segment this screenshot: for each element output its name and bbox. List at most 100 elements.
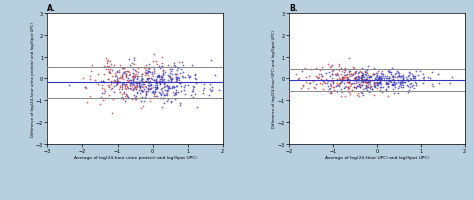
Point xyxy=(351,79,358,82)
Point xyxy=(409,85,416,88)
Point xyxy=(363,86,371,90)
Point xyxy=(136,97,144,100)
Point xyxy=(178,85,185,88)
Point xyxy=(309,80,317,83)
Point xyxy=(156,82,164,85)
Point xyxy=(376,81,383,84)
Point xyxy=(331,73,339,76)
Point xyxy=(142,72,150,75)
Point xyxy=(382,75,389,78)
Point xyxy=(392,72,400,75)
Point xyxy=(171,86,178,89)
Point xyxy=(181,89,188,92)
Point xyxy=(350,86,358,89)
Point xyxy=(136,92,143,95)
Point xyxy=(345,86,352,89)
Point xyxy=(86,76,93,79)
Point xyxy=(128,76,136,79)
Point xyxy=(151,88,158,91)
Point xyxy=(122,75,130,78)
Point xyxy=(166,68,173,71)
Point xyxy=(364,72,371,76)
Point xyxy=(324,80,332,83)
Point xyxy=(159,66,166,69)
Point xyxy=(367,85,375,88)
Point xyxy=(385,82,392,85)
Point xyxy=(359,93,366,97)
Point xyxy=(129,88,137,91)
Point xyxy=(113,82,121,86)
Point xyxy=(127,87,134,90)
Point xyxy=(393,70,401,73)
Point xyxy=(101,90,109,93)
Point xyxy=(358,72,366,75)
Point xyxy=(357,75,365,78)
Point xyxy=(131,98,139,101)
Point xyxy=(139,90,147,93)
Point xyxy=(365,91,372,94)
Point xyxy=(352,77,359,80)
Point xyxy=(167,66,174,69)
Point xyxy=(351,71,359,75)
Point xyxy=(408,82,415,86)
Point xyxy=(376,86,384,89)
Point xyxy=(346,82,353,85)
Point xyxy=(361,71,369,74)
Point xyxy=(164,98,172,101)
Point xyxy=(347,83,355,86)
Point xyxy=(389,83,396,86)
Point xyxy=(343,81,351,84)
Point xyxy=(355,72,362,75)
Point xyxy=(424,76,432,80)
Point xyxy=(201,83,208,86)
Point xyxy=(154,75,161,78)
Point xyxy=(173,79,181,82)
Point xyxy=(168,78,176,82)
Point xyxy=(184,83,191,87)
Point xyxy=(161,81,169,84)
Point xyxy=(346,81,353,84)
Point xyxy=(328,64,336,67)
Point xyxy=(400,77,407,81)
Point xyxy=(178,68,185,71)
Point xyxy=(346,85,354,88)
Point xyxy=(342,95,349,99)
Point xyxy=(357,86,365,90)
Point xyxy=(124,95,132,99)
Point xyxy=(165,81,173,84)
Point xyxy=(144,77,151,80)
Point xyxy=(199,92,207,95)
Point xyxy=(138,90,146,93)
Point xyxy=(318,83,326,86)
Point xyxy=(103,57,110,60)
Point xyxy=(375,76,383,79)
Point xyxy=(188,64,196,68)
Point xyxy=(359,78,366,81)
Point xyxy=(172,76,180,79)
Point xyxy=(329,80,337,84)
Point xyxy=(361,73,369,76)
Point xyxy=(159,70,167,73)
Point xyxy=(326,66,333,69)
Point xyxy=(411,77,419,80)
Point xyxy=(118,76,126,79)
Point xyxy=(372,73,380,76)
Point xyxy=(352,87,359,90)
Point xyxy=(172,93,180,96)
Point xyxy=(98,87,106,91)
Point xyxy=(116,71,123,74)
Point xyxy=(129,76,137,79)
Point xyxy=(127,64,134,67)
Point xyxy=(344,88,352,91)
Point xyxy=(113,70,121,73)
Point xyxy=(358,92,366,96)
Point xyxy=(136,87,144,90)
Point xyxy=(121,85,129,88)
Point xyxy=(133,78,140,81)
Point xyxy=(173,66,181,69)
Point xyxy=(379,77,386,80)
Point xyxy=(215,89,223,92)
Point xyxy=(116,81,123,84)
Point xyxy=(394,71,401,74)
Point xyxy=(176,102,183,105)
